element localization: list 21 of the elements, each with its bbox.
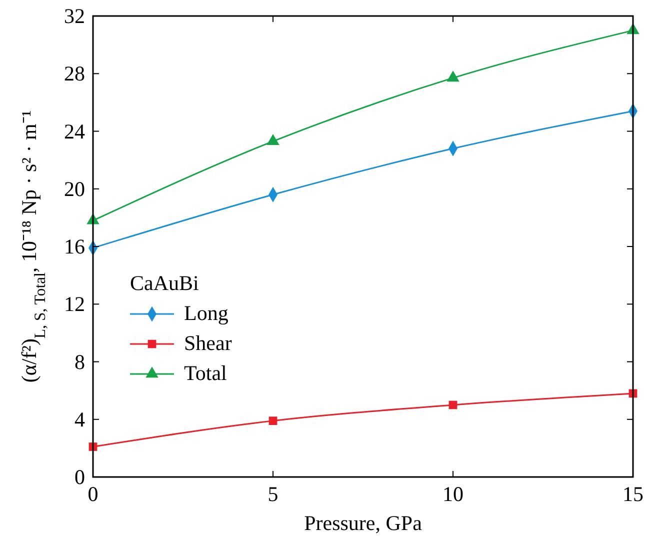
point (448, 400, 458, 410)
legend-label: Shear (184, 331, 232, 355)
point (266, 134, 280, 146)
point (446, 70, 460, 82)
y-tick-label: 12 (64, 292, 85, 316)
y-tick-label: 24 (64, 119, 86, 144)
x-axis-title: Pressure, GPa (304, 511, 423, 535)
y-tick-label: 16 (64, 234, 85, 258)
x-tick-label: 5 (268, 482, 278, 506)
legend-title: CaAuBi (130, 271, 199, 295)
legend-label: Total (184, 361, 228, 385)
y-tick-label: 4 (74, 407, 86, 432)
x-tick-label: 15 (622, 482, 644, 506)
x-tick-label: 10 (442, 482, 464, 506)
y-tick-label: 32 (64, 4, 85, 28)
y-tick-label: 20 (64, 176, 85, 201)
y-tick-label: 0 (74, 465, 85, 489)
y-tick-label: 28 (64, 62, 85, 86)
legend-label: Long (184, 301, 229, 325)
point (268, 416, 278, 425)
y-tick-label: 8 (74, 350, 85, 374)
